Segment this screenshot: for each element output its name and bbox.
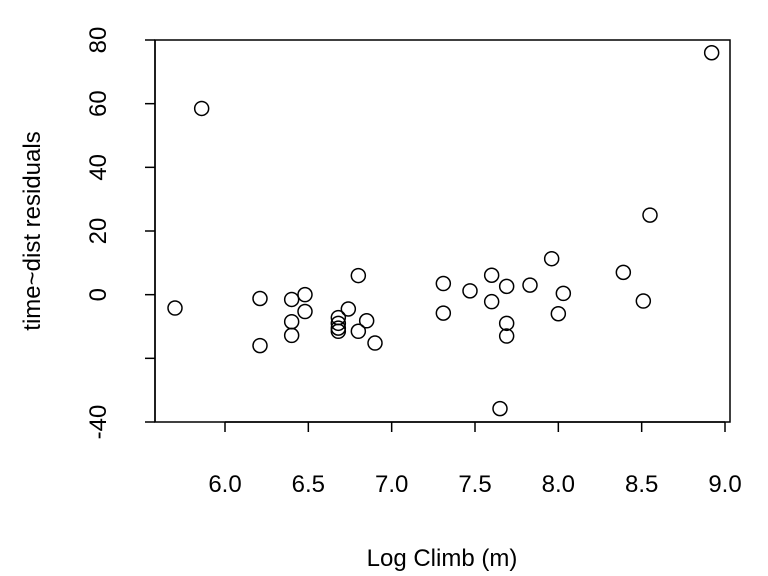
x-tick-label: 6.0 — [208, 471, 241, 498]
y-tick-label: -40 — [85, 405, 112, 440]
data-point — [462, 283, 478, 299]
data-point — [340, 301, 357, 317]
data-point — [483, 267, 500, 283]
data-point — [358, 313, 375, 329]
data-point — [297, 286, 313, 303]
data-point — [252, 337, 268, 354]
data-point — [498, 278, 515, 295]
y-tick-label: 60 — [85, 90, 112, 117]
y-tick-label: 20 — [85, 218, 112, 245]
data-point — [492, 400, 508, 417]
data-point — [435, 275, 452, 292]
x-tick-label: 8.5 — [625, 471, 658, 498]
data-point — [283, 291, 300, 308]
data-point — [642, 207, 658, 223]
data-point — [283, 313, 300, 330]
data-point — [543, 250, 560, 267]
data-point — [367, 335, 383, 351]
data-point — [297, 303, 313, 320]
data-point — [350, 267, 367, 284]
data-point — [330, 323, 347, 340]
data-point — [193, 100, 210, 117]
data-point — [435, 305, 452, 321]
data-point — [615, 264, 632, 281]
data-point — [483, 293, 500, 310]
data-point — [498, 315, 515, 332]
data-point — [550, 306, 567, 322]
data-point — [498, 328, 515, 344]
plot-frame — [154, 39, 731, 423]
y-tick-label: 0 — [85, 288, 112, 301]
x-axis-label: Log Climb (m) — [367, 545, 518, 572]
data-point — [635, 293, 652, 309]
x-tick-label: 6.5 — [292, 471, 325, 498]
x-axis: 6.0 6.5 7.0 7.5 8.0 8.5 9.0 — [208, 421, 742, 498]
data-point — [703, 44, 720, 61]
data-point — [283, 327, 300, 344]
data-point — [167, 300, 183, 316]
data-point — [350, 323, 367, 340]
data-point — [330, 315, 347, 332]
y-tick-label: 80 — [85, 27, 112, 54]
x-tick-label: 8.0 — [542, 471, 575, 498]
x-tick-label: 7.5 — [458, 471, 491, 498]
x-tick-label: 9.0 — [708, 471, 741, 498]
data-point — [252, 290, 268, 307]
y-tick-label: 40 — [85, 154, 112, 181]
data-point — [555, 285, 572, 302]
y-axis-label: time~dist residuals — [19, 131, 46, 330]
data-points — [167, 44, 720, 417]
y-axis: -40 0 20 40 60 80 — [85, 27, 156, 440]
data-point — [522, 277, 538, 293]
x-tick-label: 7.0 — [375, 471, 408, 498]
